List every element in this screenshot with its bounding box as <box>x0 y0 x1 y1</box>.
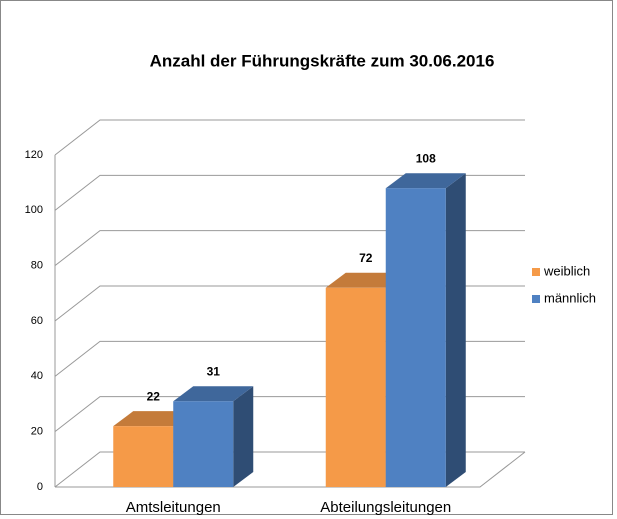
legend-swatch <box>532 268 540 276</box>
y-tick-label: 120 <box>25 149 43 161</box>
bar-side <box>233 386 254 487</box>
value-label: 72 <box>359 251 373 265</box>
bar-side <box>445 173 466 487</box>
y-tick-label: 80 <box>31 260 43 272</box>
bar <box>385 188 446 487</box>
bar-top <box>173 386 254 402</box>
bar <box>113 426 174 487</box>
legend-label: männlich <box>544 290 596 305</box>
y-tick-label: 100 <box>25 204 43 216</box>
y-tick-label: 0 <box>37 481 43 493</box>
x-tick-label: Abteilungsleitungen <box>320 499 451 516</box>
value-label: 108 <box>416 151 436 165</box>
bar-top <box>385 173 466 189</box>
legend-label: weiblich <box>543 263 590 278</box>
y-tick-label: 20 <box>31 426 43 438</box>
y-tick-label: 60 <box>31 315 43 327</box>
bar <box>173 401 234 487</box>
grid-line <box>54 119 525 156</box>
x-tick-label: Amtsleitungen <box>126 499 221 516</box>
value-label: 22 <box>147 389 161 403</box>
grid-line <box>54 174 525 211</box>
legend-swatch <box>532 295 540 303</box>
value-label: 31 <box>207 364 221 378</box>
bar <box>325 287 386 487</box>
grid-line <box>54 230 525 267</box>
chart-title: Anzahl der Führungskräfte zum 30.06.2016 <box>150 51 495 70</box>
y-tick-label: 40 <box>31 370 43 382</box>
